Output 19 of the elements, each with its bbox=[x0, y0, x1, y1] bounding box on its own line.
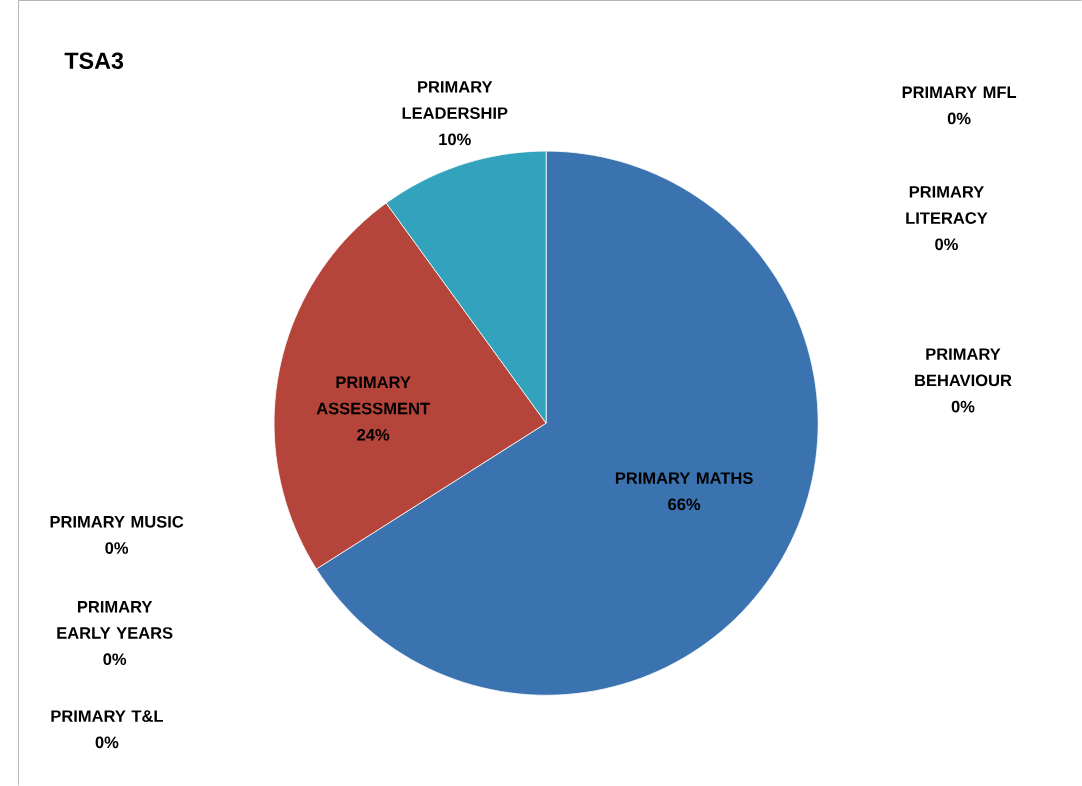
data-label: 10% bbox=[439, 133, 471, 146]
category-label: PRIMARY T&L bbox=[51, 710, 163, 722]
slice-label: PRIMARY ASSESSMENT bbox=[316, 376, 430, 415]
slice-label: PRIMARY LEADERSHIP bbox=[402, 81, 508, 119]
text: 0% bbox=[951, 400, 975, 413]
text: 0% bbox=[935, 238, 958, 251]
category-label: PRIMARY LITERACY bbox=[906, 186, 988, 224]
chart-title: TSA3 bbox=[64, 52, 124, 69]
text: 0% bbox=[103, 653, 127, 666]
data-label: 24% bbox=[357, 428, 390, 441]
data-label: 66% bbox=[668, 498, 701, 511]
text: 0% bbox=[95, 736, 119, 749]
category-label: PRIMARY MFL bbox=[902, 86, 1017, 98]
category-label: PRIMARY BEHAVIOUR bbox=[915, 348, 1012, 387]
text: 0% bbox=[105, 542, 129, 554]
slice-label: PRIMARY MATHS bbox=[615, 472, 753, 484]
text: 0% bbox=[947, 112, 971, 125]
category-label: PRIMARY EARLY YEARS bbox=[57, 601, 173, 639]
category-label: PRIMARY MUSIC bbox=[50, 515, 184, 528]
